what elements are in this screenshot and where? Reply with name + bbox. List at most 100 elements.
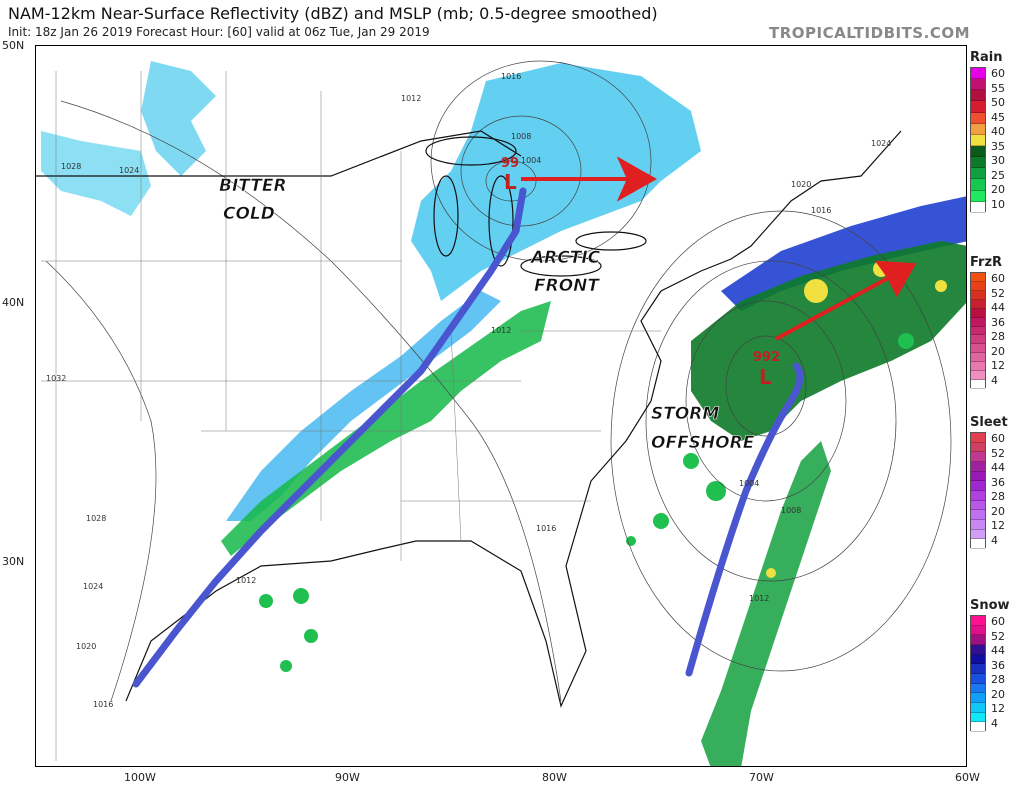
label-front: FRONT <box>534 276 600 296</box>
label-bitter: BITTER <box>219 176 287 196</box>
legend-swatch <box>971 371 985 381</box>
legend-level: 10 <box>991 197 1005 211</box>
legend-swatch <box>971 281 985 291</box>
snow-area-west <box>141 61 216 176</box>
legend-swatch <box>971 644 985 655</box>
legend-swatch <box>971 625 985 636</box>
svg-text:1020: 1020 <box>76 642 96 651</box>
svg-text:1012: 1012 <box>491 326 511 335</box>
legend-swatch <box>971 442 985 453</box>
map-canvas: BITTER COLD ARCTIC FRONT STORM OFFSHORE … <box>36 60 966 766</box>
legend-level: 52 <box>991 286 1005 300</box>
legend-level: 55 <box>991 81 1005 95</box>
svg-text:1008: 1008 <box>511 132 531 141</box>
legend-swatch <box>971 326 985 336</box>
legend-swatch <box>971 134 985 146</box>
legend-swatch <box>971 673 985 684</box>
legend-swatch <box>971 539 985 549</box>
legend-swatch <box>971 722 985 732</box>
legend-level: 44 <box>991 461 1005 474</box>
legend-level: 20 <box>991 183 1005 196</box>
legend-level: 40 <box>991 125 1005 138</box>
legend-snow: Snow 60 52 44 36 28 20 12 4 <box>970 598 1010 732</box>
legend-sleet: Sleet 60 52 44 36 28 20 12 4 <box>970 415 1008 549</box>
svg-text:1012: 1012 <box>236 576 256 585</box>
legend-swatch <box>971 510 985 520</box>
legend-swatch <box>971 702 985 713</box>
snow-band-offshore <box>721 196 966 311</box>
legend-level: 50 <box>991 96 1005 109</box>
legend-swatch <box>971 481 985 491</box>
low1-pressure: 99 <box>501 156 519 171</box>
svg-text:1012: 1012 <box>749 594 769 603</box>
svg-text:1004: 1004 <box>739 479 759 488</box>
legend-rain: Rain 60 55 50 45 40 35 30 25 20 10 <box>970 50 1005 213</box>
legend-level: 44 <box>991 301 1005 314</box>
legend-level: 44 <box>991 644 1005 657</box>
rain-area-offshore <box>691 241 966 441</box>
label-arctic: ARCTIC <box>529 248 601 268</box>
low1-symbol: L <box>504 170 517 194</box>
svg-text:1028: 1028 <box>61 162 81 171</box>
lat-label-30n: 30N <box>2 555 25 568</box>
legend-level: 28 <box>991 673 1005 686</box>
lon-label-60w: 60W <box>955 771 980 784</box>
svg-text:1024: 1024 <box>83 582 103 591</box>
svg-text:1016: 1016 <box>811 206 831 215</box>
legend-level: 12 <box>991 702 1005 715</box>
legend-swatch <box>971 157 985 169</box>
legend-title: Rain <box>970 50 1003 65</box>
legend-swatch <box>971 362 985 372</box>
low2-symbol: L <box>759 365 772 389</box>
legend-swatch <box>971 335 985 345</box>
legend-level: 60 <box>991 67 1005 80</box>
red-arrows <box>521 156 917 341</box>
svg-text:1016: 1016 <box>93 700 113 709</box>
legend-swatch <box>971 519 985 530</box>
legend-swatch <box>971 433 985 443</box>
legend-color-bar <box>970 615 986 732</box>
svg-text:1016: 1016 <box>536 524 556 533</box>
legend-swatch <box>971 299 985 309</box>
snow-area-northern-plains <box>41 131 151 216</box>
legend-level: 36 <box>991 475 1005 489</box>
legend-level: 25 <box>991 168 1005 182</box>
legend-level: 36 <box>991 315 1005 329</box>
legend-swatch <box>971 500 985 511</box>
legend-level: 12 <box>991 359 1005 372</box>
legend-swatch <box>971 471 985 482</box>
legend-color-bar <box>970 432 986 549</box>
legend-swatch <box>971 461 985 472</box>
legend-level: 4 <box>991 716 998 730</box>
svg-text:1024: 1024 <box>871 139 891 148</box>
legend-swatch <box>971 179 985 191</box>
legend-level: 60 <box>991 432 1005 445</box>
legend-swatch <box>971 452 985 462</box>
legend-swatch <box>971 683 985 694</box>
map-subtitle: Init: 18z Jan 26 2019 Forecast Hour: [60… <box>8 25 430 39</box>
label-cold: COLD <box>223 204 275 224</box>
legend-swatch <box>971 123 985 135</box>
svg-text:1032: 1032 <box>46 374 66 383</box>
legend-swatch <box>971 712 985 723</box>
legend-swatch <box>971 529 985 540</box>
coastlines <box>36 130 902 708</box>
legend-level: 20 <box>991 344 1005 358</box>
legend-title: Snow <box>970 598 1010 613</box>
isobar-labels: 1016 1012 1008 1004 1028 1024 1020 1024 … <box>46 72 891 709</box>
label-storm: STORM <box>651 404 719 424</box>
legend-swatch <box>971 273 985 282</box>
state-borders <box>41 71 661 761</box>
svg-text:1016: 1016 <box>501 72 521 81</box>
svg-text:1008: 1008 <box>781 506 801 515</box>
lon-label-80w: 80W <box>542 771 567 784</box>
legend-swatch <box>971 290 985 300</box>
legend-swatch <box>971 490 985 501</box>
label-offshore: OFFSHORE <box>651 433 755 453</box>
legend-level: 30 <box>991 154 1005 167</box>
legend-swatch <box>971 664 985 674</box>
legend-swatch <box>971 693 985 703</box>
legend-swatch <box>971 654 985 665</box>
legend-level: 20 <box>991 687 1005 701</box>
lat-label-40n: 40N <box>2 296 25 309</box>
